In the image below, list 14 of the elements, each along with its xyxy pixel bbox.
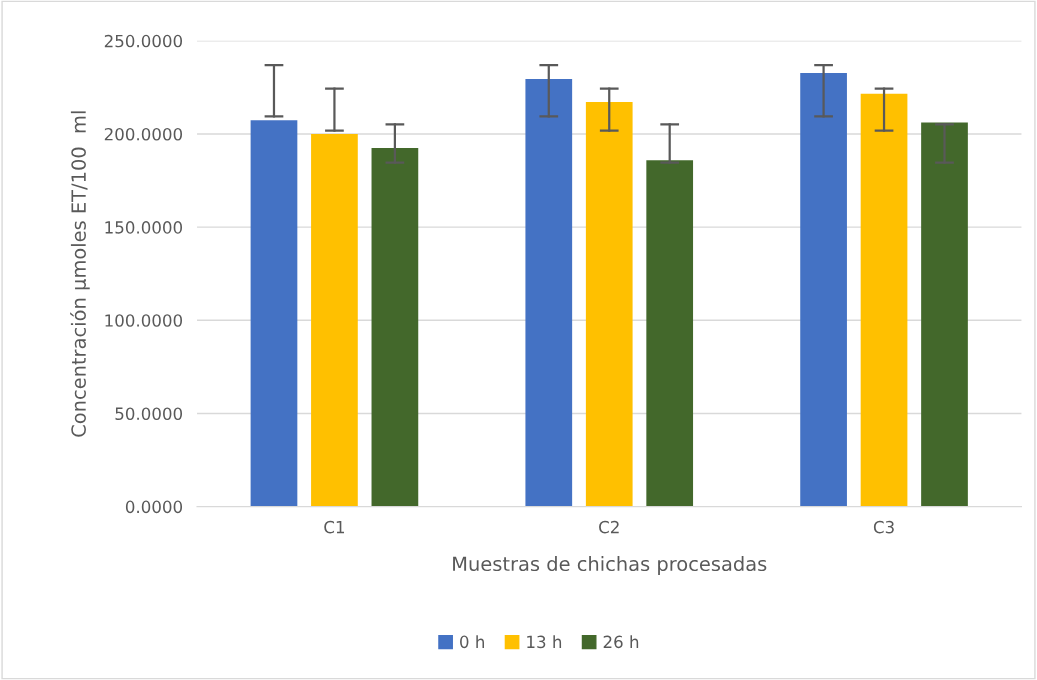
- y-tick-label: 250.0000: [104, 34, 183, 48]
- y-tick-label: 200.0000: [104, 127, 183, 141]
- x-tick-label: C1: [324, 520, 345, 534]
- x-tick-label: C3: [873, 520, 894, 534]
- y-tick-label: 100.0000: [105, 314, 183, 327]
- legend-label: 0 h: [460, 635, 484, 649]
- y-axis-title: Concentración µmoles ET/100 ml: [70, 111, 90, 437]
- y-tick-label: 0.0000: [125, 500, 183, 514]
- y-tick-label: 50.0000: [115, 407, 183, 421]
- legend-label: 13 h: [527, 635, 562, 649]
- legend-label: 26 h: [603, 635, 639, 649]
- y-tick-label: 150.0000: [105, 221, 183, 234]
- x-tick-label: C2: [599, 520, 619, 534]
- x-axis-title: Muestras de chichas procesadas: [453, 556, 767, 575]
